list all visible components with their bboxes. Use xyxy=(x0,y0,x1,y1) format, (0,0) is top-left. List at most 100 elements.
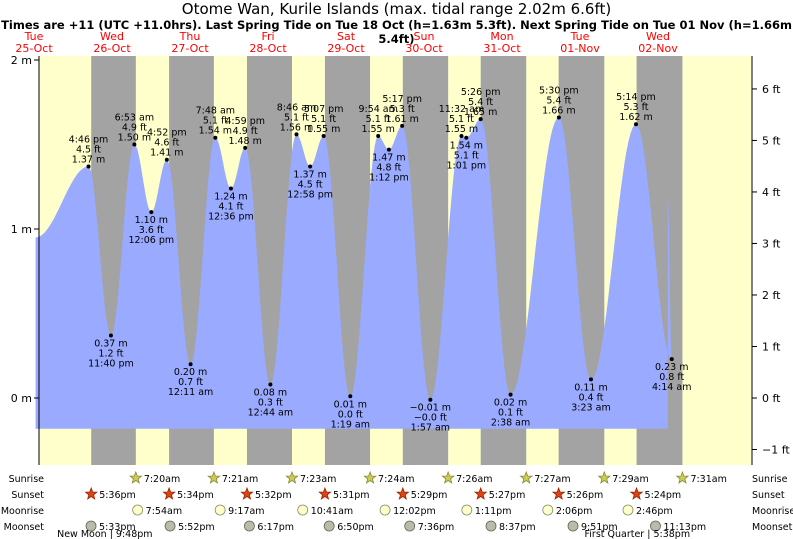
tide-label: 4.8 ft xyxy=(376,163,401,174)
moonrise-time: 1:11pm xyxy=(475,506,512,517)
sunrise-icon xyxy=(285,470,299,484)
sunset-icon xyxy=(162,486,176,500)
tide-point xyxy=(400,123,405,128)
chart-subtitle: Times are +11 (UTC +11.0hrs). Last Sprin… xyxy=(1,18,792,46)
sunset-time: 5:32pm xyxy=(255,490,292,501)
moon-phase-label: New Moon | 9:48pm xyxy=(57,529,152,539)
day-of-week-label: Wed xyxy=(100,30,124,43)
sunrise-icon xyxy=(519,470,533,484)
moonset-time: 5:52pm xyxy=(178,522,215,533)
date-label: 27-Oct xyxy=(171,42,209,55)
tide-point xyxy=(308,164,313,169)
tide-label: 1:57 am xyxy=(411,423,450,434)
tide-label: 4:46 pm xyxy=(69,134,109,145)
sunset-icon xyxy=(396,486,410,500)
right-tick-label: 5 ft xyxy=(762,134,781,147)
tide-point xyxy=(459,134,464,139)
moonrise-time: 9:17am xyxy=(228,506,264,517)
tide-point xyxy=(108,333,113,338)
sunrise-time: 7:27am xyxy=(534,474,570,485)
moonset-icon xyxy=(323,520,335,532)
tide-label: 11:40 pm xyxy=(88,358,134,369)
sunset-icon xyxy=(318,486,332,500)
tide-label: 0.0 ft xyxy=(338,409,363,420)
sunrise-time: 7:20am xyxy=(144,474,180,485)
tide-point xyxy=(228,186,233,191)
tide-label: 11:32 am xyxy=(439,104,484,115)
moonrise-time: 12:02pm xyxy=(393,506,436,517)
left-tick-label: 1 m xyxy=(11,223,32,236)
day-of-week-label: Wed xyxy=(646,30,670,43)
date-label: 28-Oct xyxy=(249,42,287,55)
moonset-time: 11:13pm xyxy=(663,522,706,533)
moonset-time: 5:33pm xyxy=(99,522,136,533)
tide-label: 5.1 ft xyxy=(449,114,474,125)
sunset-icon xyxy=(240,486,254,500)
tide-label: −0.01 m xyxy=(410,403,451,414)
sunset-time: 5:26pm xyxy=(567,490,604,501)
row-label-left: Sunrise xyxy=(9,474,45,485)
tide-point xyxy=(149,210,154,215)
day-of-week-label: Mon xyxy=(490,30,513,43)
tide-point xyxy=(669,357,674,362)
sunset-icon xyxy=(473,486,488,500)
tide-label: 1.62 m xyxy=(619,112,652,123)
sunset-time: 5:34pm xyxy=(177,490,214,501)
tide-point xyxy=(588,377,593,382)
tide-label: 12:11 am xyxy=(168,387,213,398)
tide-point xyxy=(188,362,193,367)
tide-point xyxy=(556,115,561,120)
row-label-right: Moonset xyxy=(752,522,793,533)
tide-label: 1.55 m xyxy=(307,124,340,135)
tide-label: 0.37 m xyxy=(94,338,127,349)
row-label-left: Moonrise xyxy=(1,506,44,517)
tide-label: 3.6 ft xyxy=(139,225,164,236)
date-label: 29-Oct xyxy=(327,42,365,55)
tide-label: 8:46 am xyxy=(277,102,316,113)
moonset-time: 6:50pm xyxy=(337,522,374,533)
tide-label: 5:07 pm xyxy=(304,104,344,115)
tide-point xyxy=(86,164,91,169)
moonrise-icon xyxy=(622,504,634,516)
sunrise-time: 7:21am xyxy=(222,474,258,485)
sunset-time: 5:27pm xyxy=(489,490,526,501)
sunrise-icon xyxy=(207,470,221,484)
tide-label: 1.50 m xyxy=(118,133,151,144)
tide-label: 12:06 pm xyxy=(128,235,174,246)
tide-label: 5.1 ft xyxy=(454,151,479,162)
tide-label: 3:23 am xyxy=(571,402,610,413)
right-tick-label: 4 ft xyxy=(762,186,781,199)
tide-label: 4.5 ft xyxy=(298,179,323,190)
tide-point xyxy=(478,117,483,122)
tide-label: 7:48 am xyxy=(196,106,235,117)
moonset-icon xyxy=(650,520,661,532)
right-tick-label: 6 ft xyxy=(762,83,781,96)
moonrise-icon xyxy=(132,504,144,516)
moonset-icon xyxy=(164,520,176,532)
tide-point xyxy=(132,142,137,147)
moonset-icon xyxy=(85,520,97,532)
right-tick-label: 3 ft xyxy=(762,237,781,250)
moon-phase-label: First Quarter | 5:38pm xyxy=(585,529,691,539)
sunrise-time: 7:31am xyxy=(690,474,726,485)
tide-label: 1.48 m xyxy=(228,136,261,147)
day-of-week-label: Tue xyxy=(570,30,590,43)
date-label: 31-Oct xyxy=(483,42,521,55)
tide-point xyxy=(376,134,381,139)
sunset-time: 5:29pm xyxy=(411,490,448,501)
day-of-week-label: Sat xyxy=(337,30,356,43)
tide-label: 5.4 ft xyxy=(468,97,493,108)
day-of-week-label: Fri xyxy=(261,30,274,43)
sunrise-time: 7:24am xyxy=(378,474,414,485)
tide-area xyxy=(35,117,672,429)
sunrise-time: 7:26am xyxy=(456,474,492,485)
date-label: 01-Nov xyxy=(560,42,600,55)
tide-label: 4.5 ft xyxy=(76,144,101,155)
tide-label: 5.1 ft xyxy=(311,114,336,125)
day-of-week-label: Thu xyxy=(179,30,201,43)
sunrise-icon xyxy=(363,470,377,484)
sunset-icon xyxy=(84,486,98,500)
right-tick-label: 2 ft xyxy=(762,289,781,302)
